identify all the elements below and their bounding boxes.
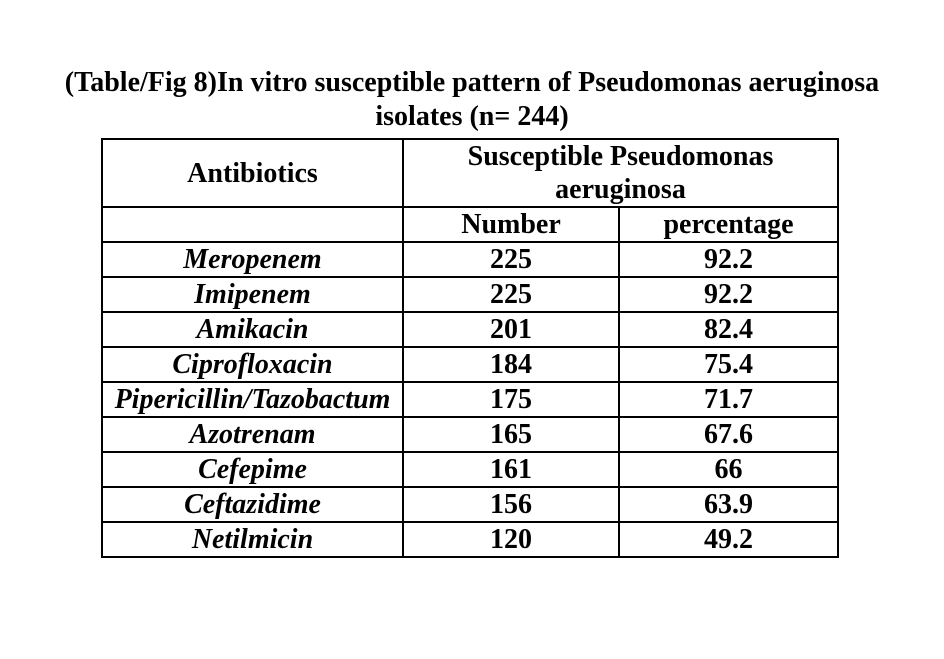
percentage-cell: 49.2 xyxy=(618,521,839,558)
percentage-cell: 75.4 xyxy=(618,346,839,383)
number-cell: 201 xyxy=(402,311,620,348)
empty-header-cell xyxy=(101,206,404,243)
antibiotic-name-cell: Imipenem xyxy=(101,276,404,313)
table-row: Ciprofloxacin 184 75.4 xyxy=(101,346,839,383)
number-cell: 165 xyxy=(402,416,620,453)
table-row: Netilmicin 120 49.2 xyxy=(101,521,839,558)
number-cell: 120 xyxy=(402,521,620,558)
antibiotic-name-cell: Ceftazidime xyxy=(101,486,404,523)
header-row-1: Antibiotics Susceptible Pseudomonas aeru… xyxy=(101,138,839,208)
antibiotic-name-cell: Azotrenam xyxy=(101,416,404,453)
table-row: Imipenem 225 92.2 xyxy=(101,276,839,313)
number-cell: 156 xyxy=(402,486,620,523)
number-cell: 225 xyxy=(402,276,620,313)
header-row-2: Number percentage xyxy=(101,206,839,243)
percentage-cell: 66 xyxy=(618,451,839,488)
antibiotic-name-cell: Netilmicin xyxy=(101,521,404,558)
antibiotic-name-cell: Cefepime xyxy=(101,451,404,488)
number-cell: 184 xyxy=(402,346,620,383)
percentage-cell: 67.6 xyxy=(618,416,839,453)
number-column-header: Number xyxy=(402,206,620,243)
table-row: Pipericillin/Tazobactum 175 71.7 xyxy=(101,381,839,418)
antibiotic-name-cell: Meropenem xyxy=(101,241,404,278)
title-line-2: isolates (n= 244) xyxy=(375,101,569,132)
table-title: (Table/Fig 8)In vitro susceptible patter… xyxy=(0,0,944,134)
antibiotics-column-header: Antibiotics xyxy=(101,138,404,208)
antibiotic-name-cell: Amikacin xyxy=(101,311,404,348)
group-column-header-text: Susceptible Pseudomonas aeruginosa xyxy=(467,141,774,205)
table-row: Cefepime 161 66 xyxy=(101,451,839,488)
table-row: Ceftazidime 156 63.9 xyxy=(101,486,839,523)
antibiotic-name-cell: Ciprofloxacin xyxy=(101,346,404,383)
table-row: Amikacin 201 82.4 xyxy=(101,311,839,348)
number-cell: 175 xyxy=(402,381,620,418)
table-row: Azotrenam 165 67.6 xyxy=(101,416,839,453)
antibiotic-name-cell: Pipericillin/Tazobactum xyxy=(101,381,404,418)
percentage-column-header: percentage xyxy=(618,206,839,243)
percentage-cell: 71.7 xyxy=(618,381,839,418)
number-cell: 161 xyxy=(402,451,620,488)
percentage-cell: 92.2 xyxy=(618,276,839,313)
percentage-cell: 92.2 xyxy=(618,241,839,278)
percentage-cell: 82.4 xyxy=(618,311,839,348)
table-row: Meropenem 225 92.2 xyxy=(101,241,839,278)
number-cell: 225 xyxy=(402,241,620,278)
percentage-cell: 63.9 xyxy=(618,486,839,523)
group-column-header: Susceptible Pseudomonas aeruginosa xyxy=(402,138,839,208)
susceptibility-table: Antibiotics Susceptible Pseudomonas aeru… xyxy=(101,138,839,558)
title-line-1: (Table/Fig 8)In vitro susceptible patter… xyxy=(64,67,880,98)
